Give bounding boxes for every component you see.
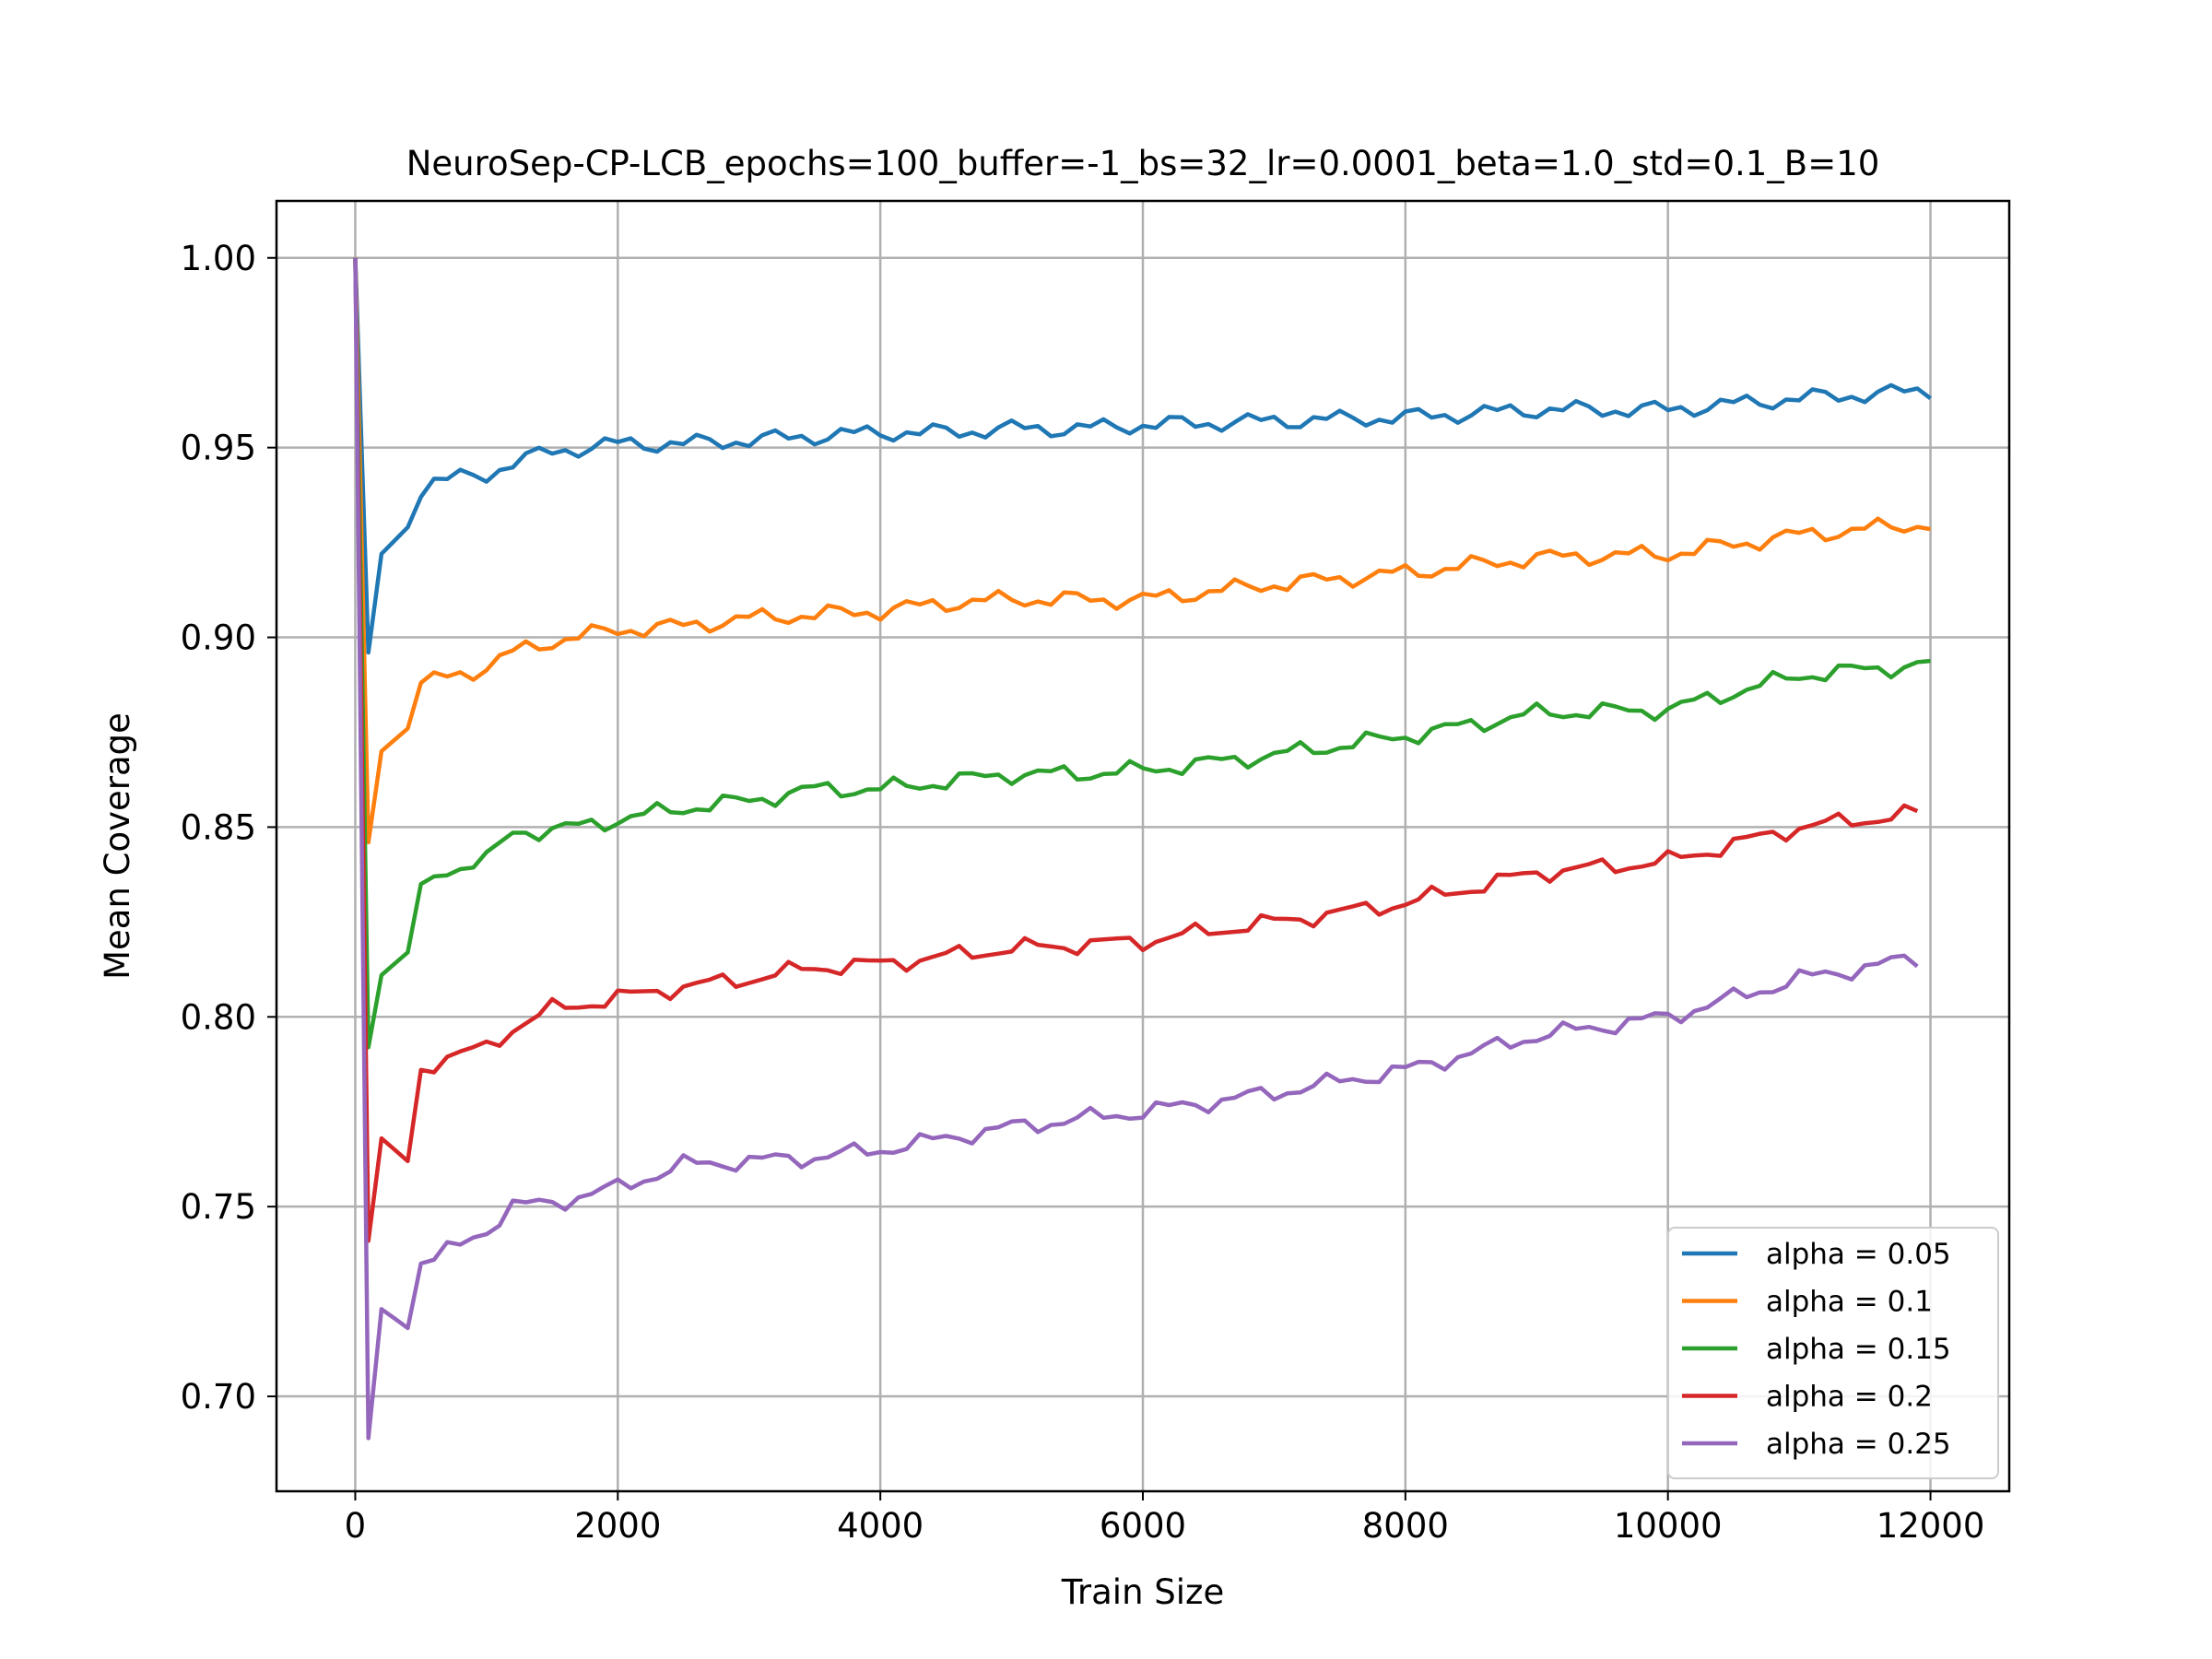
legend-label: alpha = 0.05 — [1766, 1238, 1951, 1271]
y-tick-label: 0.75 — [181, 1187, 256, 1227]
y-tick-label: 0.90 — [181, 618, 256, 658]
grid — [276, 201, 2009, 1491]
legend-box — [1667, 1227, 1999, 1479]
series-lines — [353, 257, 1932, 1441]
series-line-4 — [353, 257, 1919, 1243]
series-line-5 — [353, 257, 1919, 1441]
y-tick-label: 0.85 — [181, 807, 256, 847]
legend-label: alpha = 0.2 — [1766, 1381, 1933, 1414]
x-tick-label: 4000 — [837, 1506, 924, 1546]
y-tick-label: 0.70 — [181, 1377, 256, 1417]
x-tick-label: 6000 — [1100, 1506, 1186, 1546]
series-line-2 — [353, 257, 1931, 845]
chart-title: NeuroSep-CP-LCB_epochs=100_buffer=-1_bs=… — [406, 144, 1880, 183]
series-line-3 — [353, 257, 1931, 1050]
axis-ticks: 0 2000 4000 6000 8000 10000 12000 0.70 0.75 0.80 0… — [181, 239, 1985, 1546]
y-tick-label: 1.00 — [181, 239, 256, 278]
legend-label: alpha = 0.1 — [1766, 1286, 1933, 1319]
x-axis-label: Train Size — [1061, 1572, 1225, 1612]
x-tick-label: 12000 — [1877, 1506, 1985, 1546]
x-tick-label: 0 — [345, 1506, 367, 1546]
legend-label: alpha = 0.15 — [1766, 1333, 1951, 1366]
x-tick-label: 2000 — [574, 1506, 661, 1546]
legend-label: alpha = 0.25 — [1766, 1428, 1951, 1461]
legend: alpha = 0.05 alpha = 0.1 alpha = 0.15 alpha… — [1667, 1227, 1999, 1479]
series-line-1 — [353, 257, 1932, 655]
y-tick-label: 0.80 — [181, 997, 256, 1037]
x-tick-label: 8000 — [1362, 1506, 1449, 1546]
y-axis-label: Mean Coverage — [98, 712, 137, 980]
x-tick-label: 10000 — [1614, 1506, 1723, 1546]
y-tick-label: 0.95 — [181, 429, 256, 468]
